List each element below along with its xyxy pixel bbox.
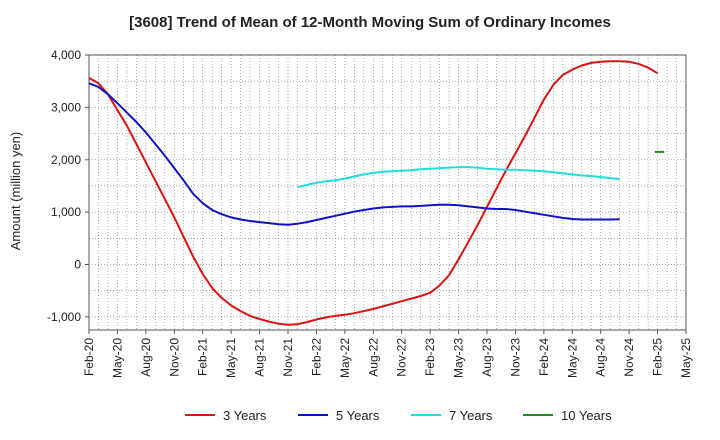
x-tick-label: Aug-24 bbox=[594, 338, 608, 377]
series-line-7-years bbox=[297, 166, 620, 188]
x-tick-label: Feb-25 bbox=[651, 338, 665, 376]
x-tick-label: Aug-22 bbox=[366, 338, 380, 377]
legend-label: 10 Years bbox=[561, 408, 612, 423]
x-tick-label: Feb-23 bbox=[423, 338, 437, 376]
x-axis: Feb-20 May-20 Aug-20 Nov-20 Feb-21 May-21 Aug-… bbox=[82, 330, 693, 378]
x-tick-label: Aug-23 bbox=[480, 338, 494, 377]
y-tick-label: 1,000 bbox=[51, 205, 81, 219]
x-tick-label: Aug-20 bbox=[139, 338, 153, 377]
x-tick-label: May-20 bbox=[110, 338, 124, 378]
y-axis-label: Amount (million yen) bbox=[8, 132, 23, 251]
chart-title: [3608] Trend of Mean of 12-Month Moving … bbox=[129, 14, 611, 31]
x-tick-label: May-23 bbox=[452, 338, 466, 378]
x-tick-label: May-24 bbox=[565, 338, 579, 378]
x-tick-label: May-22 bbox=[338, 338, 352, 378]
x-tick-label: Nov-23 bbox=[508, 338, 522, 377]
x-tick-label: Nov-24 bbox=[622, 338, 636, 377]
x-tick-label: Feb-24 bbox=[537, 338, 551, 376]
x-tick-label: Nov-21 bbox=[281, 338, 295, 377]
y-axis: -1,000 0 1,000 2,000 3,000 4,000 bbox=[47, 48, 89, 324]
legend-label: 3 Years bbox=[223, 408, 267, 423]
y-tick-label: 4,000 bbox=[51, 48, 81, 62]
grid-lines bbox=[89, 55, 686, 330]
legend: 3 Years 5 Years 7 Years 10 Years bbox=[185, 408, 612, 423]
x-tick-label: Aug-21 bbox=[253, 338, 267, 377]
y-tick-label: 3,000 bbox=[51, 100, 81, 114]
plot-area bbox=[88, 54, 687, 331]
x-tick-label: May-25 bbox=[679, 338, 693, 378]
x-tick-label: Feb-21 bbox=[196, 338, 210, 376]
x-tick-label: Nov-20 bbox=[167, 338, 181, 377]
series-line-5-years bbox=[88, 82, 620, 226]
y-tick-label: 2,000 bbox=[51, 153, 81, 167]
series-lines bbox=[88, 60, 665, 326]
legend-label: 7 Years bbox=[449, 408, 493, 423]
legend-label: 5 Years bbox=[336, 408, 380, 423]
x-tick-label: Nov-22 bbox=[395, 338, 409, 377]
x-tick-label: May-21 bbox=[224, 338, 238, 378]
y-tick-label: -1,000 bbox=[47, 310, 81, 324]
y-tick-label: 0 bbox=[74, 258, 81, 272]
x-tick-label: Feb-20 bbox=[82, 338, 96, 376]
x-tick-label: Feb-22 bbox=[309, 338, 323, 376]
series-line-3-years bbox=[88, 60, 659, 326]
